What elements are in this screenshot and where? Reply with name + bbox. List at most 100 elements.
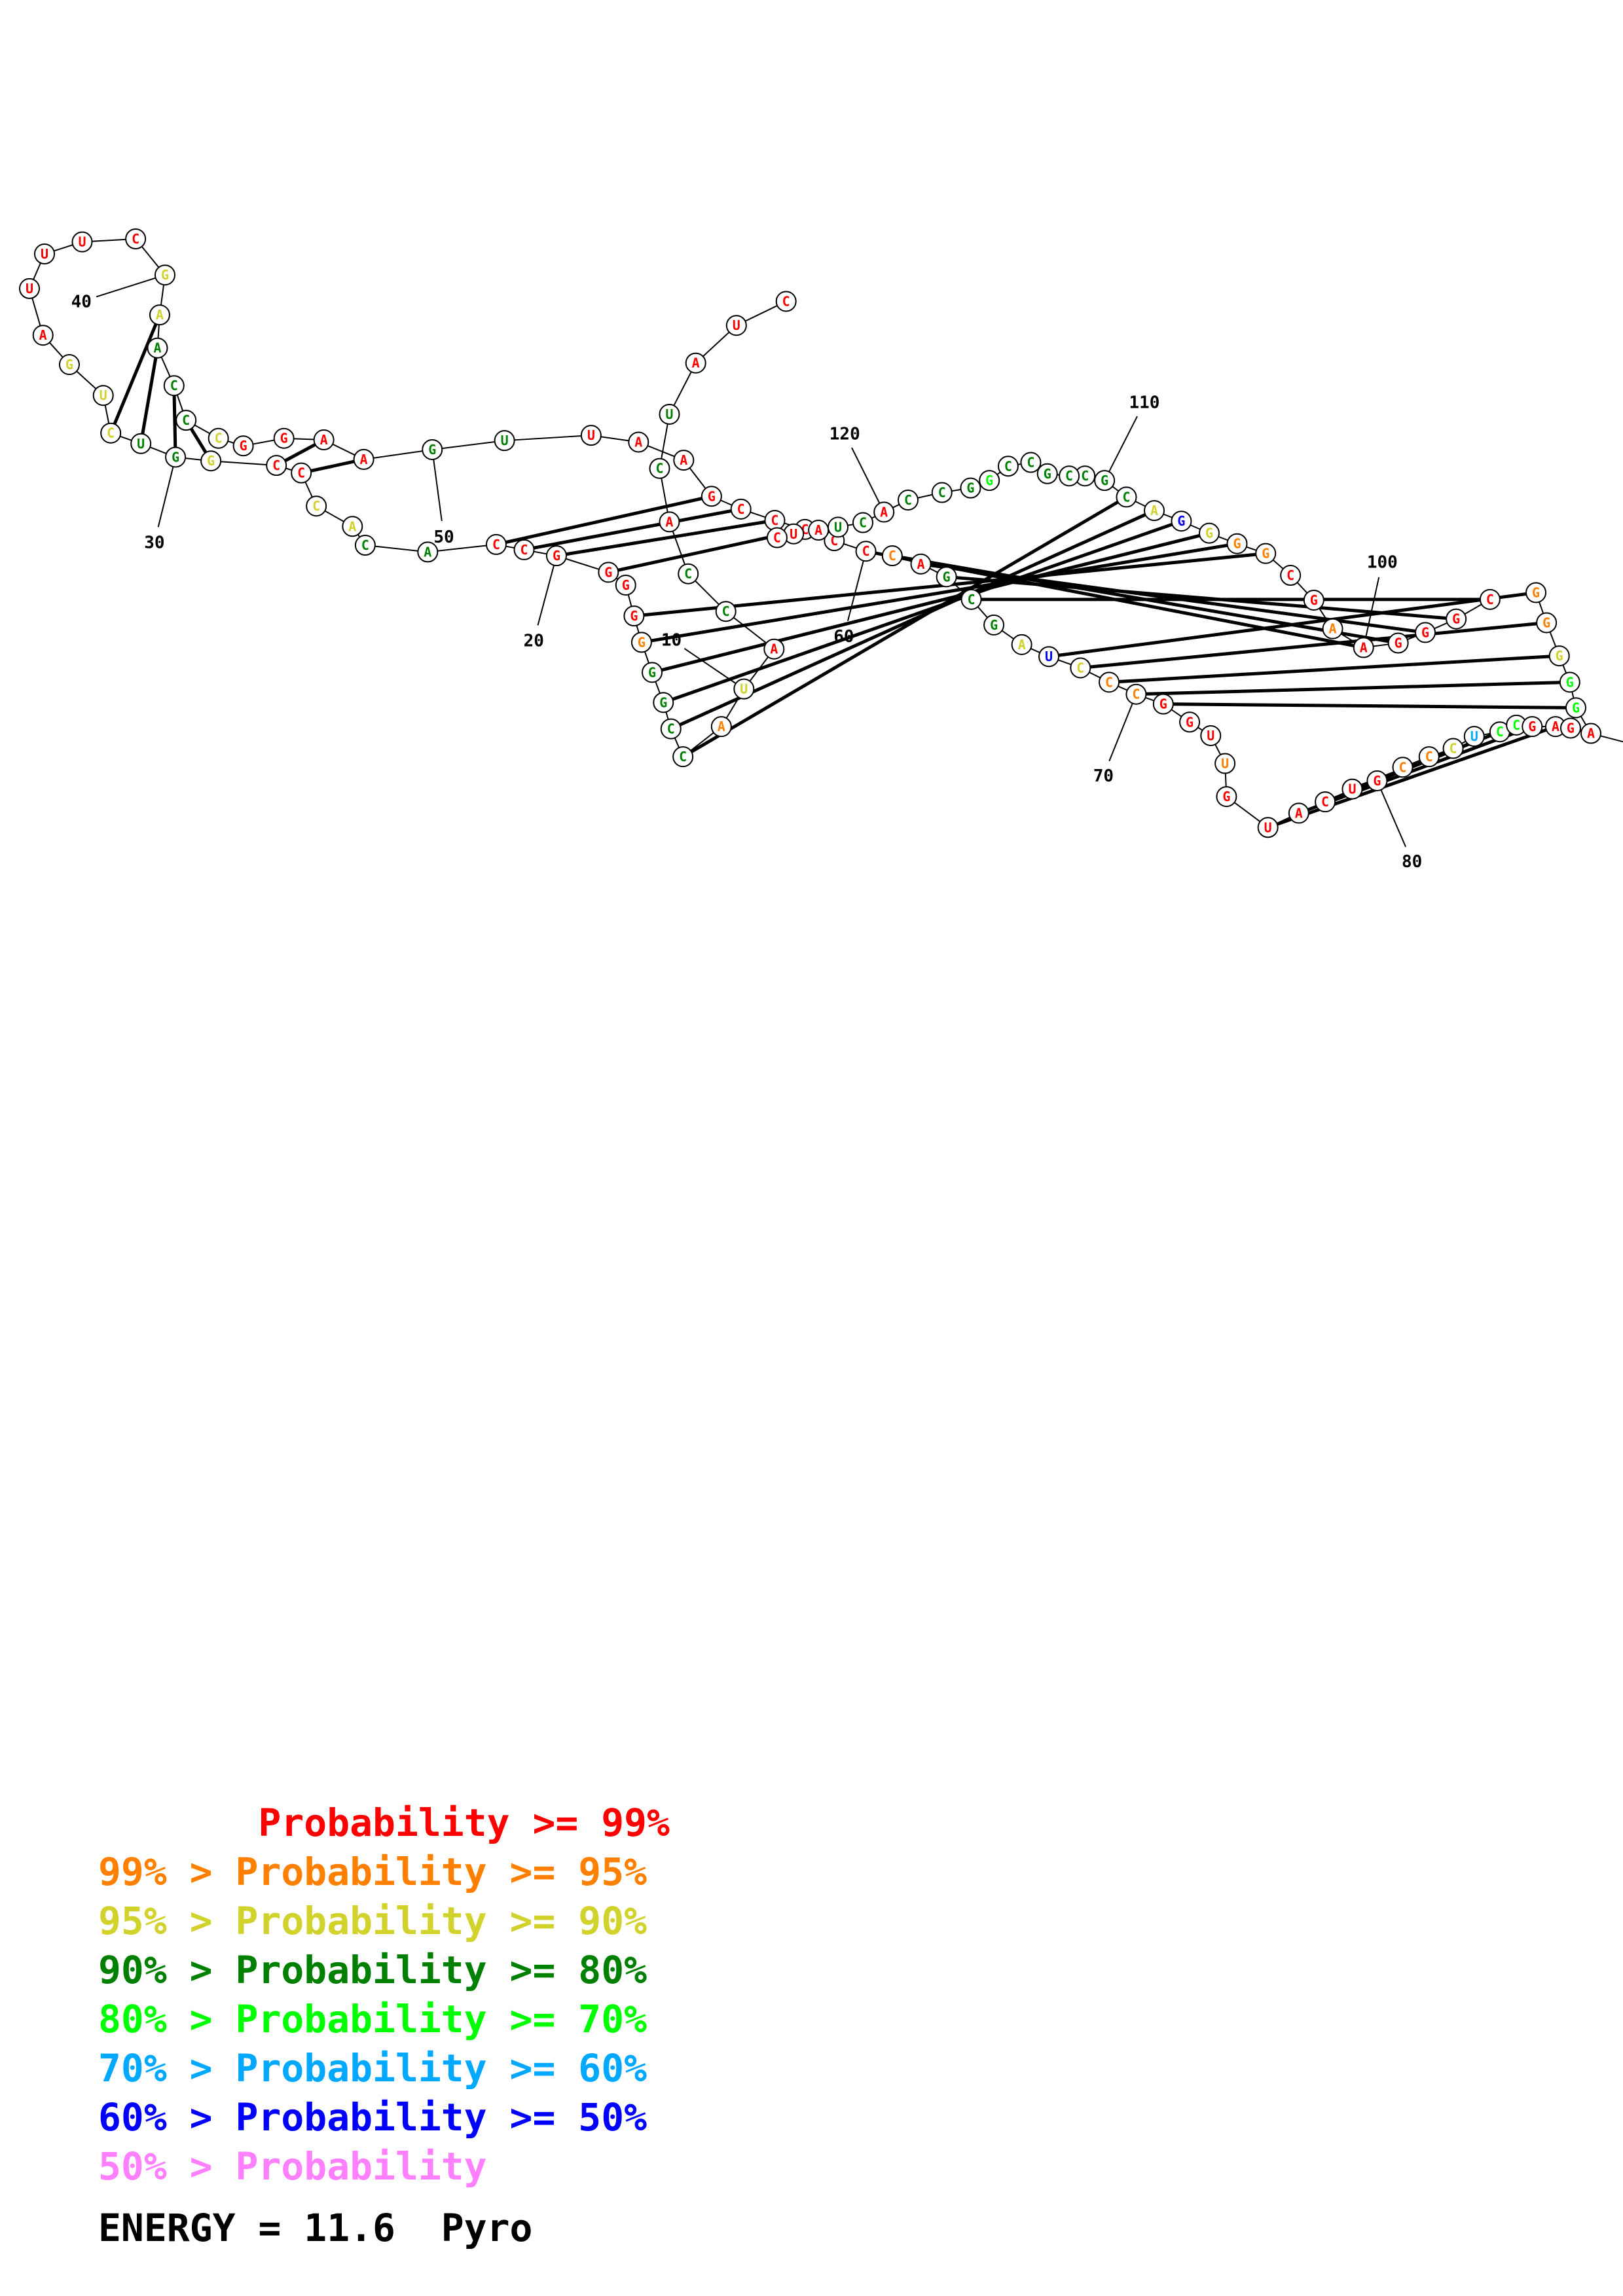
nucleotide-letter: U: [790, 526, 797, 542]
nucleotide-letter: U: [1045, 649, 1053, 664]
nucleotide-letter: U: [1348, 781, 1356, 797]
nucleotide-circle: [1418, 746, 1440, 768]
nucleotide-letter: C: [862, 543, 870, 559]
nucleotide-29: G: [200, 450, 222, 472]
nucleotide-letter: U: [834, 519, 842, 535]
nucleotide-letter: G: [1222, 789, 1230, 804]
nucleotide-circle: [19, 278, 40, 299]
nucleotide-7: C: [678, 563, 699, 584]
nucleotide-121: C: [852, 512, 873, 533]
nucleotide-circle: [725, 315, 747, 336]
position-label: 80: [1402, 852, 1422, 872]
base-pair-bond: [1276, 728, 1547, 826]
nucleotide-letter: G: [280, 431, 288, 446]
position-label: 120: [830, 425, 860, 444]
nucleotide-letter: C: [1321, 794, 1329, 810]
nucleotide-circle: [710, 716, 732, 738]
nucleotide-circle: [642, 662, 663, 683]
nucleotide-circle: [545, 545, 567, 567]
nucleotide-letter: C: [1081, 468, 1089, 484]
nucleotide-letter: G: [553, 548, 560, 564]
nucleotide-67: U: [1038, 646, 1060, 668]
position-tick: [157, 466, 174, 528]
nucleotide-circle: [163, 375, 185, 397]
nucleotide-letter: G: [1452, 611, 1460, 627]
nucleotide-circle: [1038, 646, 1060, 668]
nucleotide-circle: [1580, 723, 1601, 744]
nucleotide-letter: A: [770, 641, 778, 657]
nucleotide-109: C: [1116, 486, 1137, 508]
nucleotide-108: A: [1144, 500, 1165, 522]
nucleotide-letter: C: [1027, 455, 1034, 471]
nucleotide-letter: C: [1286, 567, 1294, 583]
nucleotide-circle: [1099, 672, 1120, 693]
nucleotide-letter: A: [1552, 719, 1559, 734]
base-pair-bond: [617, 529, 796, 572]
nucleotide-95: G: [1525, 582, 1547, 603]
nucleotide-letter: C: [297, 465, 305, 481]
nucleotide-26: C: [306, 495, 327, 517]
nucleotide-76: U: [1257, 817, 1279, 838]
nucleotide-letter: G: [708, 488, 716, 504]
position-tick: [684, 648, 737, 685]
nucleotide-circle: [1214, 753, 1236, 774]
nucleotide-114: C: [1020, 452, 1042, 473]
nucleotide-letter: A: [1587, 726, 1595, 742]
nucleotide-11: A: [710, 716, 732, 738]
nucleotide-circle: [659, 511, 680, 533]
nucleotide-circle: [291, 462, 312, 484]
nucleotide-circle: [730, 498, 752, 520]
position-label: 70: [1093, 766, 1114, 786]
nucleotide-118: C: [931, 482, 953, 503]
nucleotide-circle: [342, 516, 363, 537]
nucleotide-circle: [1011, 634, 1032, 655]
nucleotide-letter: A: [39, 327, 47, 343]
nucleotide-letter: G: [1159, 696, 1167, 712]
nucleotide-circle: [580, 425, 602, 446]
nucleotide-letter: U: [1221, 756, 1229, 772]
nucleotide-letter: C: [1065, 468, 1073, 484]
nucleotide-circle: [653, 692, 674, 713]
nucleotide-letter: G: [1177, 513, 1185, 529]
nucleotide-circle: [266, 455, 287, 476]
nucleotide-69: C: [1099, 672, 1120, 693]
nucleotide-letter: G: [1528, 719, 1536, 734]
nucleotide-circle: [354, 535, 376, 556]
legend-entry: 90% > Probability >= 80%: [98, 1948, 647, 1992]
nucleotide-28: C: [266, 455, 287, 476]
nucleotide-letter: C: [1486, 592, 1494, 607]
nucleotide-circle: [232, 435, 254, 457]
nucleotide-letter: U: [1470, 728, 1478, 744]
nucleotide-123: A: [808, 520, 830, 541]
nucleotide-circle: [1288, 802, 1309, 824]
nucleotide-80: G: [1366, 770, 1388, 791]
nucleotide-12: C: [672, 746, 694, 768]
nucleotide-24: C: [354, 535, 376, 556]
nucleotide-circle: [672, 746, 694, 768]
nucleotide-letter: G: [240, 438, 247, 454]
nucleotide-68: C: [1070, 657, 1091, 679]
nucleotide-48: A: [313, 429, 335, 451]
nucleotide-47: G: [273, 427, 295, 449]
nucleotide-83: C: [1442, 738, 1464, 759]
nucleotide-letter: A: [424, 544, 431, 560]
nucleotide-letter: U: [587, 427, 595, 443]
position-label: 100: [1367, 553, 1398, 573]
nucleotide-circle: [1479, 588, 1501, 610]
nucleotide-circle: [1280, 565, 1302, 586]
nucleotide-circle: [1548, 645, 1570, 667]
nucleotide-92: G: [1559, 672, 1580, 693]
nucleotide-letter: C: [684, 566, 692, 582]
nucleotide-letter: G: [172, 449, 179, 465]
nucleotide-96: C: [1479, 588, 1501, 610]
nucleotide-letter: U: [733, 317, 740, 333]
nucleotide-circle: [960, 588, 982, 610]
probability-legend: Probability >= 99% 99% > Probability >= 9…: [98, 1799, 670, 2191]
energy-label: ENERGY = 11.6 Pyro: [98, 2206, 533, 2250]
nucleotide-letter: C: [215, 431, 223, 446]
base-pair-bond: [310, 459, 355, 473]
nucleotide-40: G: [154, 264, 175, 286]
nucleotide-20: G: [545, 545, 567, 567]
nucleotide-8: C: [715, 601, 737, 622]
nucleotide-letter: U: [78, 234, 86, 250]
